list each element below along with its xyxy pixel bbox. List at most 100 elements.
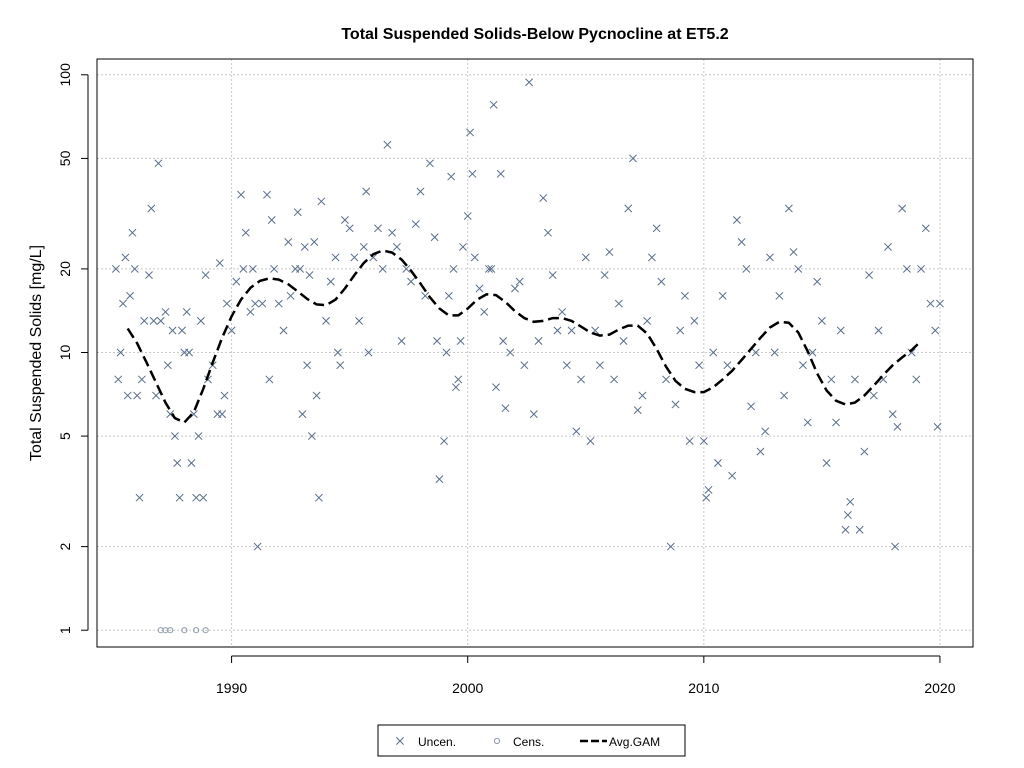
uncen-point [751, 348, 760, 357]
legend-x-marker [396, 737, 404, 745]
uncen-point [293, 208, 302, 217]
uncen-point [756, 447, 765, 456]
uncen-point-stroke [430, 233, 439, 242]
uncen-point-stroke [506, 348, 515, 357]
legend-item-cens: Cens. [493, 735, 544, 749]
uncen-point-stroke [392, 242, 401, 251]
uncen-point-stroke [246, 307, 255, 316]
uncen-point [442, 348, 451, 357]
uncen-point [140, 316, 149, 325]
uncen-point-stroke [671, 400, 680, 409]
uncen-point-stroke [310, 238, 319, 246]
uncen-point [534, 337, 543, 345]
uncen-point-stroke [126, 291, 135, 300]
y-tick-label: 1 [57, 626, 73, 634]
uncen-point-stroke [383, 140, 392, 149]
uncen-point-stroke [163, 361, 172, 370]
uncen-point [279, 326, 288, 335]
uncen-point-stroke [444, 291, 453, 300]
uncen-point [501, 404, 510, 413]
uncen-point-stroke [728, 471, 737, 480]
uncen-point [182, 307, 191, 316]
uncen-point-stroke [451, 383, 460, 392]
uncen-point [388, 228, 397, 237]
uncen-point-stroke [149, 316, 158, 325]
uncen-point [558, 307, 567, 316]
uncen-point-stroke [286, 291, 295, 300]
uncen-point [855, 525, 864, 534]
uncen-point-stroke [732, 216, 741, 224]
uncen-point [496, 169, 505, 178]
uncen-point-stroke [440, 437, 449, 445]
uncen-point [154, 159, 163, 168]
uncen-point-stroke [305, 271, 314, 280]
uncen-point [699, 437, 708, 445]
uncen-point [463, 212, 472, 221]
uncen-point [215, 259, 224, 267]
uncen-point [317, 197, 326, 206]
uncen-point [926, 299, 935, 308]
uncen-point [723, 361, 732, 370]
uncen-point-stroke [510, 284, 519, 293]
uncen-point [359, 242, 368, 251]
uncen-point [378, 264, 387, 273]
uncen-point [884, 242, 892, 251]
uncen-point-stroke [595, 361, 604, 370]
uncen-point-stroke [704, 485, 713, 494]
uncen-point-stroke [690, 316, 699, 325]
y-tick-label: 2 [57, 543, 73, 551]
uncen-point-stroke [192, 493, 201, 502]
uncen-point [492, 383, 500, 392]
uncen-point-stroke [485, 264, 493, 273]
uncen-point-stroke [515, 277, 524, 286]
uncen-point [185, 348, 194, 357]
uncen-point-stroke [152, 391, 160, 400]
uncen-point-stroke [416, 187, 425, 196]
uncen-point [761, 427, 770, 436]
x-axis: 1990 2000 2010 2020 [216, 655, 956, 696]
uncen-point-stroke [933, 422, 942, 431]
uncen-point [891, 542, 900, 551]
uncen-point [633, 406, 642, 415]
uncen-point-stroke [154, 159, 163, 168]
legend-item-avg-gam: Avg.GAM [580, 735, 660, 749]
uncen-point [480, 307, 489, 316]
uncen-point-stroke [610, 375, 619, 384]
uncen-point [355, 316, 364, 325]
uncen-point [128, 228, 137, 237]
uncen-point-stroke [178, 326, 186, 335]
uncen-point-stroke [586, 437, 595, 445]
uncen-point [510, 284, 519, 293]
uncen-point-stroke [435, 475, 444, 484]
uncen-point-stroke [166, 410, 175, 419]
uncen-point-stroke [525, 78, 534, 87]
uncen-point-stroke [425, 159, 434, 168]
uncen-point [296, 264, 305, 273]
uncen-point [581, 253, 590, 262]
uncen-point-stroke [331, 253, 340, 262]
uncen-point [345, 224, 354, 233]
uncen-point [173, 459, 182, 467]
uncen-point [237, 190, 245, 199]
uncen-point-stroke [817, 316, 826, 325]
uncen-point-stroke [116, 348, 125, 357]
uncen-point [421, 291, 430, 300]
x-tick-label: 1990 [216, 680, 247, 696]
chart-title: Total Suspended Solids-Below Pycnocline … [341, 26, 728, 43]
uncen-point [865, 271, 874, 280]
uncen-point-stroke [577, 375, 585, 384]
uncen-point [619, 337, 628, 345]
uncen-point [695, 361, 704, 370]
uncen-point [921, 224, 930, 233]
uncen-point-stroke [466, 128, 475, 137]
uncen-point [284, 238, 293, 246]
uncen-point-stroke [780, 391, 789, 400]
uncen-point [168, 326, 177, 335]
uncen-point-stroke [187, 459, 196, 467]
y-tick-label: 100 [57, 63, 73, 87]
cens-point [181, 627, 188, 634]
plot-frame [96, 58, 974, 648]
uncen-point [489, 100, 498, 109]
uncen-point-stroke [170, 432, 179, 441]
uncen-point-stroke [581, 253, 590, 262]
